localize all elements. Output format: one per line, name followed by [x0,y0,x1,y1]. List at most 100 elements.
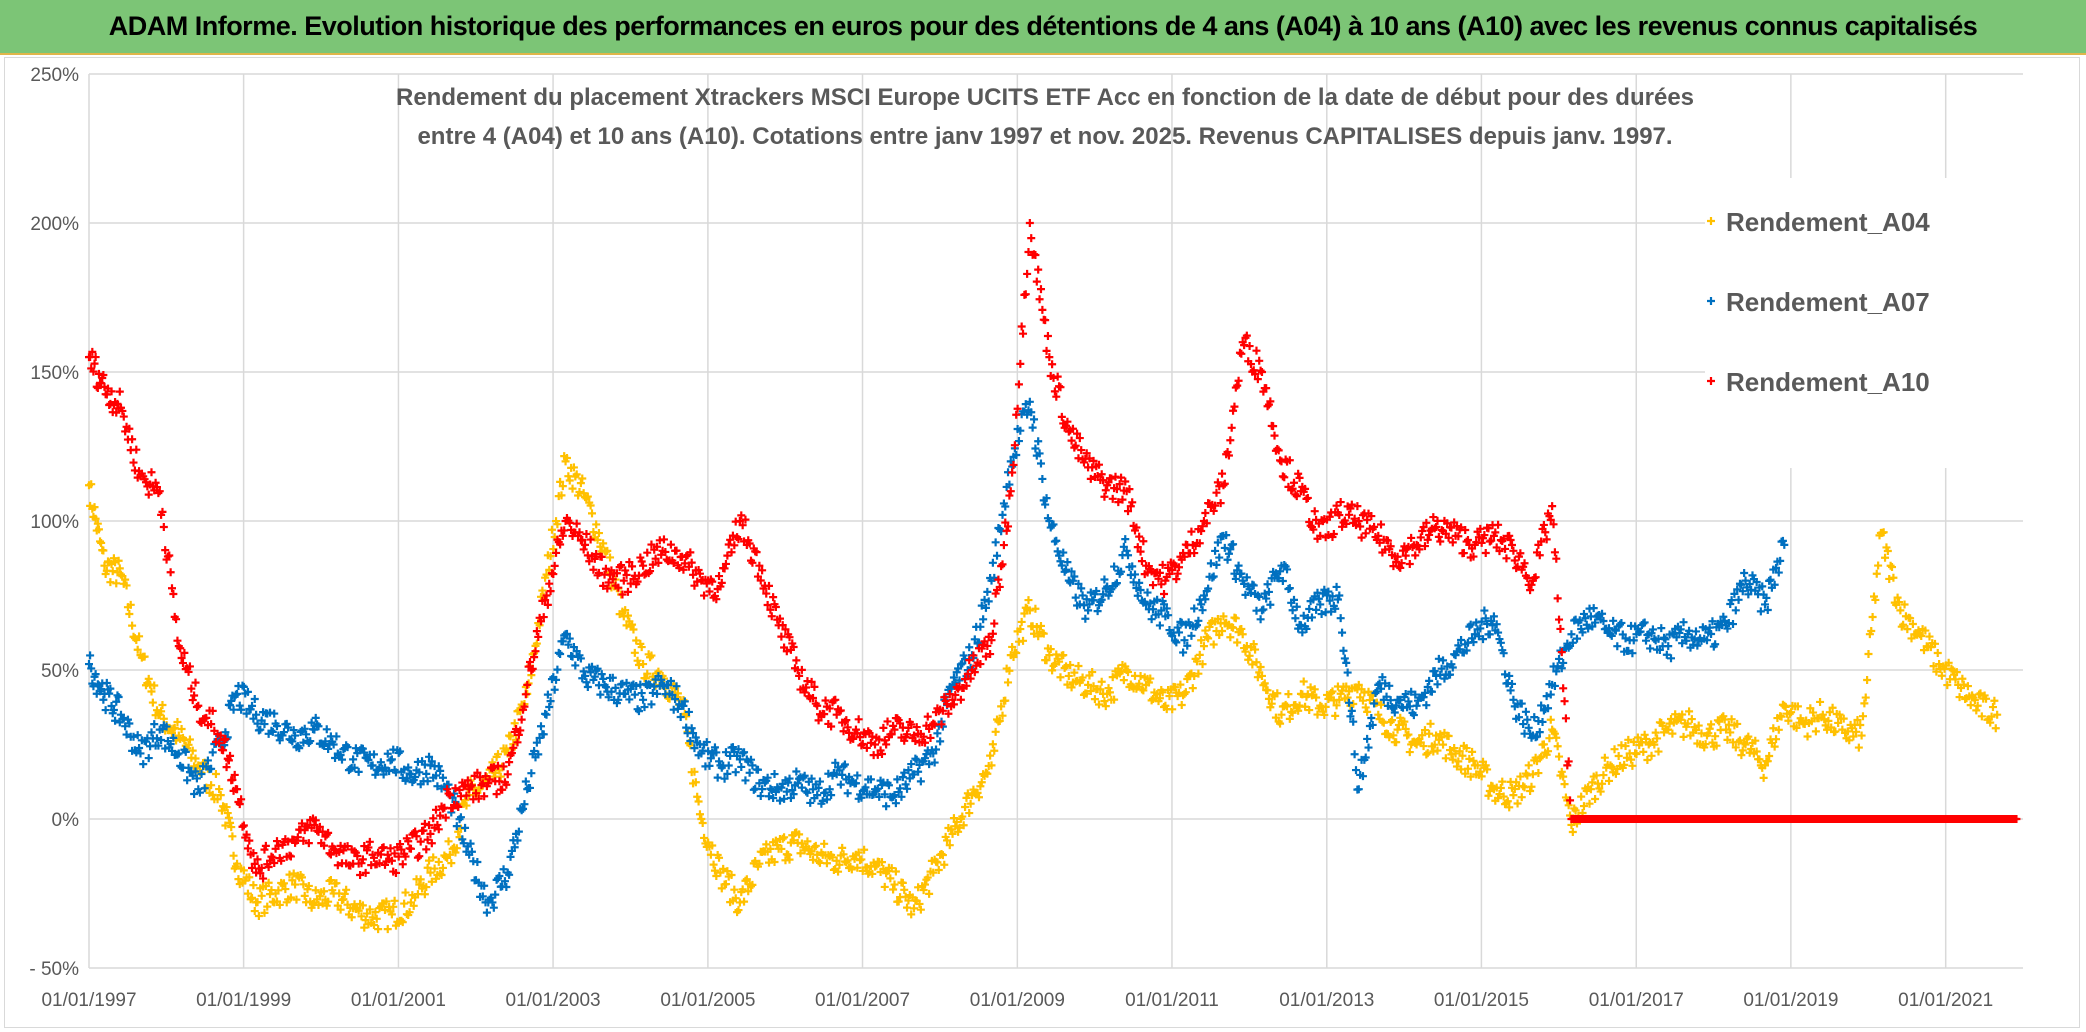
data-point [277,856,286,865]
data-point [1175,563,1184,572]
data-point [413,853,422,862]
data-point [444,780,453,789]
data-point [1501,670,1510,679]
data-point [1048,666,1057,675]
data-point [368,913,377,922]
data-point [987,761,996,770]
data-point [1708,738,1717,747]
data-point [1238,630,1247,639]
data-point [1433,680,1442,689]
data-point [589,565,598,574]
data-point [1483,765,1492,774]
data-point [1055,657,1064,666]
data-point [1577,792,1586,801]
data-point [1733,585,1742,594]
data-point [1170,683,1179,692]
data-point [845,772,854,781]
data-point [689,729,698,738]
data-point [528,664,537,673]
data-point [1385,733,1394,742]
data-point [1734,595,1743,604]
data-point [877,858,886,867]
data-point [1086,588,1095,597]
data-point [253,855,262,864]
data-point [1809,708,1818,717]
data-point [730,541,739,550]
data-point [1077,584,1086,593]
data-point [896,719,905,728]
data-point [720,564,729,573]
data-point [354,767,363,776]
data-point [622,570,631,579]
data-point [1738,746,1747,755]
data-point [1303,493,1312,502]
data-point [336,751,345,760]
data-point [505,758,514,767]
data-point [1048,521,1057,530]
data-point [354,906,363,915]
data-point [1104,591,1113,600]
data-point [809,785,818,794]
data-point [1253,673,1262,682]
data-point [943,700,952,709]
data-point [1329,530,1338,539]
data-point [474,794,483,803]
data-point [235,701,244,710]
data-point [521,777,530,786]
data-point [284,723,293,732]
data-point [292,895,301,904]
data-point [1834,718,1843,727]
data-point [1288,606,1297,615]
data-point [1010,441,1019,450]
data-point [1784,716,1793,725]
data-point [838,770,847,779]
data-point [1852,727,1861,736]
data-point [516,726,525,735]
data-point [88,347,97,356]
data-point [1382,692,1391,701]
data-point [1745,579,1754,588]
data-point [1212,560,1221,569]
data-point [1014,380,1023,389]
data-point [1466,620,1475,629]
data-point [604,578,613,587]
data-point [169,589,178,598]
data-point [211,769,220,778]
data-point [1115,480,1124,489]
data-point [1035,449,1044,458]
data-point [1856,720,1865,729]
data-point [630,690,639,699]
data-point [1056,557,1065,566]
data-point [1074,661,1083,670]
data-point [633,656,642,665]
data-point [847,865,856,874]
data-point [452,822,461,831]
data-point [1137,557,1146,566]
data-point [1477,617,1486,626]
data-point [612,569,621,578]
data-point [695,810,704,819]
data-point [809,694,818,703]
data-point [322,725,331,734]
data-point [480,792,489,801]
data-point [165,551,174,560]
data-point [1283,702,1292,711]
data-point [291,880,300,889]
data-point [1429,513,1438,522]
data-point [710,866,719,875]
data-point [1831,727,1840,736]
data-point [1932,667,1941,676]
data-point [1951,675,1960,684]
data-point [478,892,487,901]
data-point [466,839,475,848]
legend-item: Rendement_A07 [1707,287,1930,317]
data-point [1211,546,1220,555]
data-point [358,901,367,910]
data-point [1049,520,1058,529]
data-point [246,895,255,904]
data-point [969,651,978,660]
data-point [1019,636,1028,645]
data-point [565,476,574,485]
data-point [560,526,569,535]
data-point [1110,562,1119,571]
